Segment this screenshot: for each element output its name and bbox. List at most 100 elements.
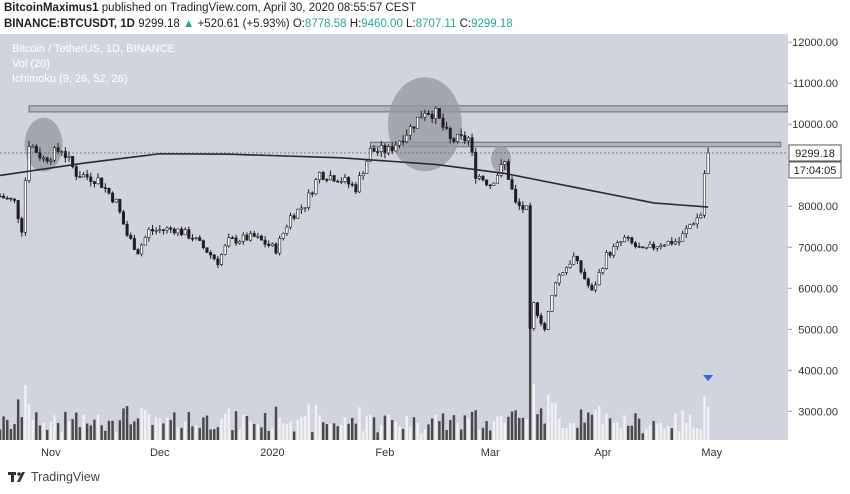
candle[interactable]	[525, 205, 529, 210]
candle[interactable]	[136, 249, 140, 255]
candle[interactable]	[20, 218, 24, 233]
candle[interactable]	[441, 117, 445, 128]
candle[interactable]	[23, 180, 27, 233]
candle[interactable]	[209, 252, 213, 256]
candle[interactable]	[688, 224, 692, 229]
candle[interactable]	[158, 229, 162, 231]
candle[interactable]	[390, 146, 394, 152]
candle[interactable]	[663, 244, 667, 247]
candle[interactable]	[357, 175, 362, 193]
candle[interactable]	[474, 151, 478, 179]
candle[interactable]	[365, 160, 369, 174]
candle[interactable]	[437, 108, 441, 119]
price-axis[interactable]	[788, 34, 850, 440]
candle[interactable]	[615, 242, 619, 247]
candle[interactable]	[63, 151, 67, 158]
candle[interactable]	[586, 278, 590, 286]
candle[interactable]	[426, 113, 431, 115]
candle[interactable]	[706, 152, 710, 174]
candle[interactable]	[343, 177, 347, 182]
candle[interactable]	[198, 237, 202, 241]
candle[interactable]	[699, 214, 703, 219]
moving-average-line[interactable]	[0, 152, 709, 208]
candle[interactable]	[601, 268, 605, 273]
candle[interactable]	[74, 166, 78, 177]
candle[interactable]	[434, 108, 438, 119]
candle[interactable]	[89, 176, 93, 182]
candle[interactable]	[2, 195, 6, 199]
candle[interactable]	[274, 243, 278, 254]
candle[interactable]	[321, 172, 325, 180]
candle[interactable]	[34, 145, 38, 153]
candle[interactable]	[379, 145, 383, 152]
candle[interactable]	[681, 233, 685, 242]
candle[interactable]	[56, 147, 60, 152]
candle[interactable]	[285, 226, 289, 234]
candle[interactable]	[140, 244, 144, 255]
candle[interactable]	[477, 176, 481, 179]
candle[interactable]	[31, 145, 35, 148]
candle[interactable]	[5, 197, 9, 200]
candle[interactable]	[695, 217, 699, 225]
candle[interactable]	[9, 197, 13, 200]
candle[interactable]	[147, 229, 151, 238]
candle[interactable]	[495, 174, 500, 184]
candle[interactable]	[121, 211, 125, 225]
candle[interactable]	[546, 311, 550, 330]
down-arrow-marker-icon[interactable]	[703, 375, 714, 381]
candle[interactable]	[85, 174, 89, 178]
candle[interactable]	[263, 239, 267, 245]
resistance-zone[interactable]	[369, 141, 782, 148]
candle[interactable]	[125, 223, 129, 236]
candle[interactable]	[630, 237, 634, 244]
candle[interactable]	[259, 235, 263, 241]
candle[interactable]	[655, 246, 659, 249]
candle[interactable]	[481, 176, 485, 181]
candle[interactable]	[129, 235, 133, 239]
candle[interactable]	[488, 184, 492, 187]
price-chart[interactable]: 3000.00 4000.00 5000.00 6000.00 7000.00 8000.…	[0, 34, 850, 466]
candle[interactable]	[187, 229, 191, 239]
candle[interactable]	[506, 161, 510, 180]
candle[interactable]	[419, 116, 423, 119]
candle[interactable]	[692, 223, 696, 226]
candle[interactable]	[485, 179, 489, 186]
candle[interactable]	[172, 228, 176, 234]
candle[interactable]	[347, 177, 351, 185]
candle[interactable]	[361, 173, 365, 176]
candle[interactable]	[554, 282, 558, 296]
candle[interactable]	[604, 252, 608, 269]
highlight-ellipse[interactable]	[387, 77, 462, 172]
candle[interactable]	[412, 126, 416, 129]
candle[interactable]	[154, 229, 158, 232]
candle[interactable]	[212, 254, 216, 260]
chart-pane[interactable]	[0, 34, 788, 440]
candle[interactable]	[579, 260, 583, 273]
candle[interactable]	[644, 246, 648, 249]
candle[interactable]	[594, 284, 598, 291]
candle[interactable]	[503, 161, 507, 165]
candle[interactable]	[332, 175, 336, 182]
candle[interactable]	[288, 215, 293, 228]
candle[interactable]	[27, 146, 31, 181]
candle[interactable]	[114, 198, 118, 203]
candle[interactable]	[190, 237, 194, 240]
candle[interactable]	[564, 267, 569, 273]
candle[interactable]	[38, 152, 42, 159]
candle[interactable]	[143, 237, 147, 246]
candle[interactable]	[445, 126, 449, 129]
highlight-ellipse[interactable]	[491, 146, 512, 173]
candle[interactable]	[637, 246, 641, 248]
candle[interactable]	[572, 255, 576, 265]
candle[interactable]	[92, 181, 96, 184]
candle[interactable]	[423, 113, 427, 118]
candle[interactable]	[583, 271, 587, 280]
candle[interactable]	[401, 140, 405, 143]
candle[interactable]	[612, 246, 616, 256]
candle[interactable]	[590, 285, 594, 291]
candle[interactable]	[100, 177, 104, 188]
candle[interactable]	[249, 233, 253, 241]
candle[interactable]	[165, 227, 169, 231]
candle[interactable]	[49, 159, 53, 162]
candle[interactable]	[16, 200, 20, 219]
